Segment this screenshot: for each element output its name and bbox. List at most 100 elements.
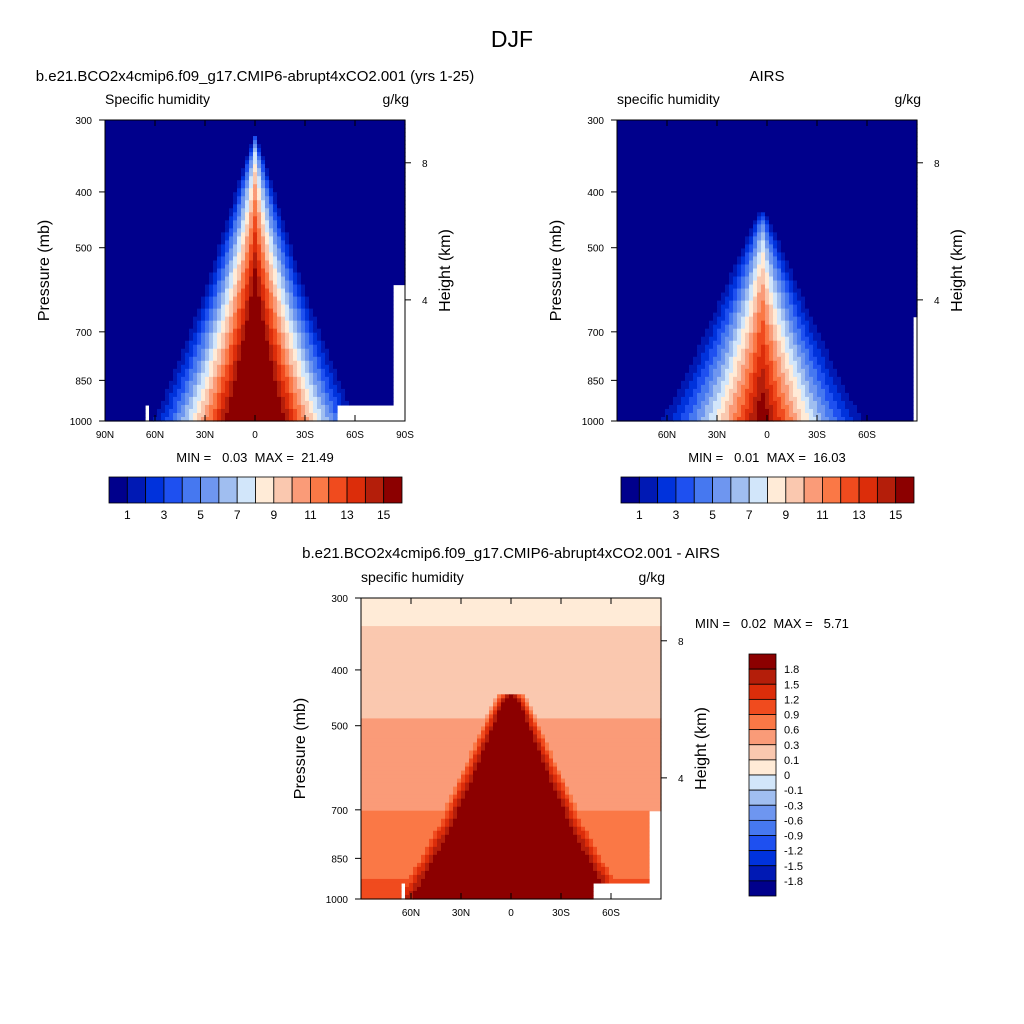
contour-cell	[277, 288, 282, 294]
contour-cell	[337, 396, 342, 402]
contour-cell	[769, 412, 774, 418]
contour-cell	[221, 416, 226, 422]
contour-cell	[229, 388, 234, 394]
contour-cell	[681, 416, 690, 422]
contour-cell	[805, 328, 810, 334]
contour-cell	[281, 284, 286, 290]
contour-cell	[317, 396, 322, 402]
contour-cell	[801, 388, 806, 394]
contour-cell	[265, 268, 270, 274]
contour-cell	[717, 320, 722, 326]
contour-cell	[761, 284, 766, 290]
contour-cell	[541, 730, 662, 736]
contour-cell	[277, 284, 282, 290]
colorbar-box	[748, 850, 777, 867]
contour-cell	[725, 404, 730, 410]
contour-cell	[281, 344, 286, 350]
contour-cell	[237, 332, 242, 338]
contour-cell	[201, 364, 206, 370]
contour-cell	[241, 208, 246, 213]
contour-cell	[773, 264, 778, 270]
contour-cell	[361, 830, 434, 836]
contour-cell	[213, 384, 218, 390]
colorbar-box	[895, 476, 915, 504]
contour-cell	[237, 352, 242, 358]
contour-cell	[105, 312, 198, 318]
contour-cell	[213, 304, 218, 310]
contour-cell	[233, 192, 238, 197]
contour-cell	[785, 336, 790, 342]
contour-cell	[269, 352, 274, 358]
contour-cell	[193, 400, 198, 406]
contour-cell	[537, 742, 542, 748]
contour-cell	[225, 300, 230, 306]
contour-cell	[281, 400, 286, 406]
contour-cell	[285, 388, 290, 394]
contour-cell	[745, 348, 754, 354]
panel-3: b.e21.BCO2x4cmip6.f09_g17.CMIP6-abrupt4x…	[292, 545, 849, 919]
contour-cell	[713, 408, 718, 414]
contour-cell	[749, 280, 754, 286]
contour-cell	[361, 826, 438, 832]
contour-cell	[281, 272, 286, 278]
contour-cell	[225, 304, 230, 310]
contour-cell	[249, 156, 254, 161]
contour-cell	[341, 396, 346, 402]
contour-cell	[493, 718, 498, 724]
contour-cell	[229, 240, 234, 246]
contour-cell	[265, 260, 270, 266]
contour-cell	[209, 344, 214, 350]
contour-cell	[277, 356, 282, 362]
contour-cell	[193, 396, 202, 402]
contour-cell	[617, 176, 918, 181]
contour-cell	[213, 268, 218, 274]
contour-cell	[765, 328, 770, 334]
contour-cell	[617, 196, 918, 201]
contour-cell	[549, 762, 554, 768]
contour-cell	[493, 714, 498, 719]
contour-cell	[257, 252, 262, 258]
contour-cell	[233, 336, 238, 342]
contour-cell	[257, 288, 262, 294]
contour-cell	[821, 336, 914, 342]
contour-cell	[201, 332, 206, 338]
contour-cell	[237, 316, 242, 322]
contour-cell	[617, 304, 718, 310]
contour-cell	[253, 204, 258, 209]
contour-cell	[685, 392, 694, 398]
contour-cell	[293, 416, 298, 422]
contour-cell	[197, 380, 202, 386]
contour-cell	[201, 296, 206, 302]
contour-cell	[165, 396, 170, 402]
contour-cell	[429, 862, 594, 868]
contour-cell	[717, 364, 722, 370]
contour-cell	[217, 380, 222, 386]
contour-cell	[265, 208, 270, 213]
contour-cell	[213, 340, 218, 346]
contour-cell	[489, 738, 534, 744]
contour-cell	[725, 284, 730, 290]
contour-cell	[801, 408, 806, 414]
contour-cell	[313, 372, 318, 378]
contour-cell	[241, 284, 246, 290]
contour-cell	[309, 364, 314, 370]
contour-cell	[261, 148, 406, 153]
contour-cell	[421, 878, 602, 884]
contour-cell	[709, 324, 714, 330]
contour-cell	[741, 252, 746, 258]
contour-cell	[685, 376, 694, 382]
contour-cell	[233, 256, 238, 262]
contour-cell	[793, 340, 798, 346]
contour-cell	[749, 412, 758, 418]
contour-cell	[729, 364, 734, 370]
contour-cell	[293, 408, 298, 414]
contour-cell	[161, 400, 170, 406]
contour-cell	[309, 400, 314, 406]
contour-cell	[533, 738, 538, 744]
contour-cell	[277, 348, 282, 354]
contour-cell	[537, 718, 662, 724]
contour-cell	[297, 392, 302, 398]
contour-cell	[781, 264, 786, 270]
contour-cell	[433, 854, 590, 860]
contour-cell	[269, 236, 274, 241]
